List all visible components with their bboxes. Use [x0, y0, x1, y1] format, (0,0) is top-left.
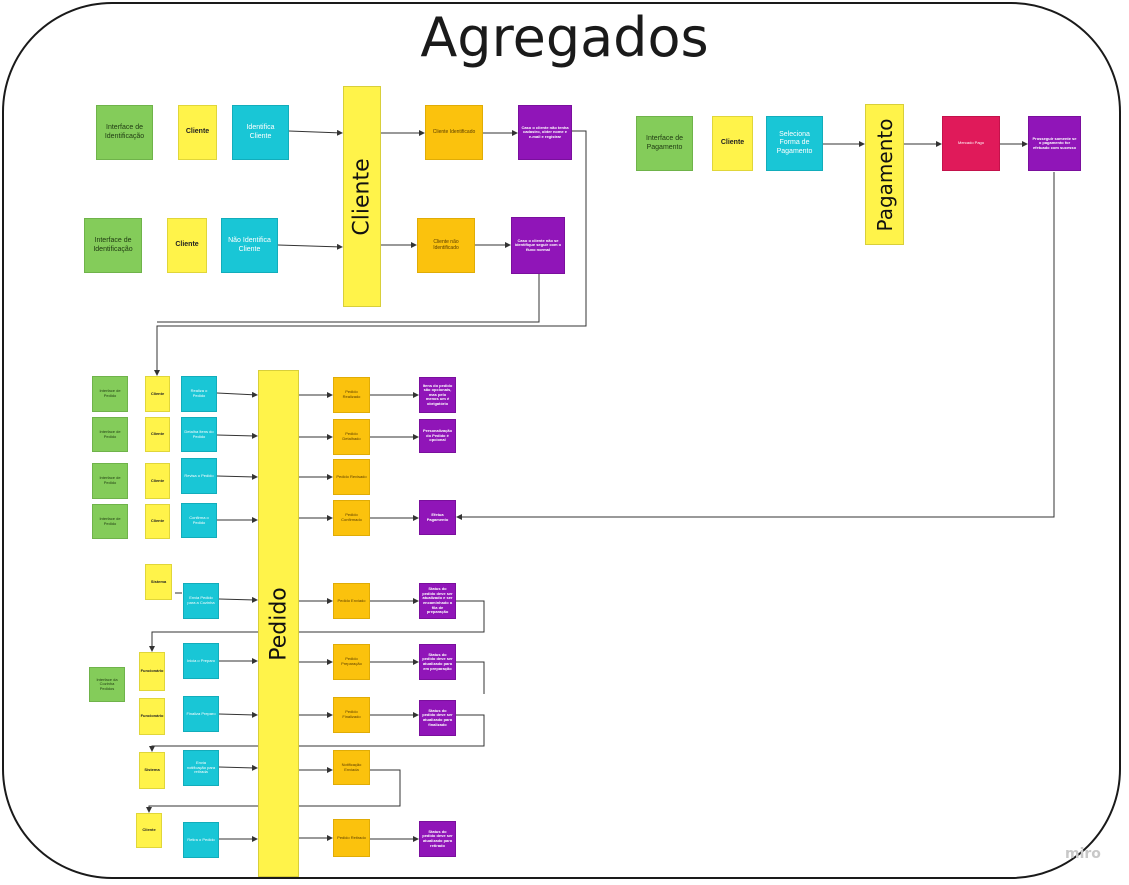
connector — [218, 764, 258, 771]
actor-cliente-1: Cliente — [178, 105, 217, 160]
command-seleciona-pagamento: Seleciona Forma de Pagamento — [766, 116, 823, 171]
command-inicia-preparo: Inicia o Preparo — [183, 643, 219, 679]
policy-em-preparacao: Status do pedido deve ser atualizado par… — [419, 644, 456, 680]
actor-sistema-2: Sistema — [139, 752, 165, 789]
aggregate-cliente: Cliente — [343, 86, 381, 307]
connector — [277, 243, 343, 250]
read-model-cozinha: Interface da Cozinha Pedidos — [89, 667, 125, 702]
connector — [157, 274, 540, 323]
read-model-identificacao-1: Interface de Identificação — [96, 105, 153, 160]
actor-cliente-pedido-3: Cliente — [145, 463, 170, 499]
connector — [154, 130, 587, 376]
policy-pagamento-sucesso: Prosseguir somente se o pagamento for ef… — [1028, 116, 1081, 171]
command-confirma-pedido: Confirma o Pedido — [181, 503, 217, 538]
event-cliente-nao-identificado: Cliente não Identificado — [417, 218, 475, 273]
connector — [216, 432, 258, 439]
aggregate-pedido: Pedido — [258, 370, 299, 877]
policy-fila-preparacao: Status do pedido deve ser atualizado e s… — [419, 583, 456, 619]
aggregate-pedido-label: Pedido — [266, 586, 291, 661]
command-identifica-cliente: Identifica Cliente — [232, 105, 289, 160]
command-finaliza-preparo: Finaliza Preparo — [183, 696, 219, 732]
connector — [149, 714, 485, 752]
command-realiza-pedido: Realiza o Pedido — [181, 376, 217, 412]
connector — [288, 129, 343, 136]
aggregate-cliente-label: Cliente — [349, 157, 375, 236]
aggregate-pagamento: Pagamento — [865, 104, 904, 245]
actor-cliente-pedido-1: Cliente — [145, 376, 170, 412]
event-cliente-identificado: Cliente Identificado — [425, 105, 483, 160]
event-pedido-confirmado: Pedido Confirmado — [333, 500, 370, 536]
read-model-identificacao-2: Interface de Identificação — [84, 218, 142, 273]
actor-cliente-2: Cliente — [167, 218, 207, 273]
read-model-pedido-2: Interface de Pedido — [92, 417, 128, 452]
actor-cliente-pedido-4: Cliente — [145, 504, 170, 539]
connector — [216, 473, 258, 480]
event-notificacao-enviada: Notificação Enviada — [333, 750, 370, 785]
read-model-pedido-3: Interface de Pedido — [92, 463, 128, 499]
event-pedido-enviado: Pedido Enviado — [333, 583, 370, 619]
policy-personalizacao: Personalização do Pedido é opcional — [419, 419, 456, 453]
command-revisa-pedido: Revisa o Pedido — [181, 458, 217, 494]
connector — [216, 391, 258, 398]
event-pedido-retirado: Pedido Retirado — [333, 819, 370, 857]
event-pedido-revisado: Pedido Revisado — [333, 459, 370, 495]
hotspot-mercado-pago: Mercado Pago — [942, 116, 1000, 171]
connector — [456, 661, 485, 694]
connector — [149, 600, 485, 652]
actor-sistema-1: Sistema — [145, 564, 172, 600]
event-pedido-detalhado: Pedido Detalhado — [333, 419, 370, 455]
connector — [456, 172, 1055, 520]
actor-cliente-pagamento: Cliente — [712, 116, 753, 171]
connector — [218, 711, 258, 718]
connector — [146, 769, 401, 813]
command-nao-identifica-cliente: Não Identifica Cliente — [221, 218, 278, 273]
event-pedido-preparacao: Pedido Preparação — [333, 644, 370, 680]
command-retira-pedido: Retira o Pedido — [183, 822, 219, 858]
read-model-pagamento: Interface de Pagamento — [636, 116, 693, 171]
policy-cadastro-cliente: Caso o cliente não tenha cadastro, obter… — [518, 105, 572, 160]
policy-efetua-pagamento: Efetua Pagamento — [419, 500, 456, 535]
policy-retirado: Status do pedido deve ser atualizado par… — [419, 821, 456, 857]
actor-funcionario-2: Funcionário — [139, 698, 165, 735]
command-envia-notificacao: Envia notificação para retirada — [183, 750, 219, 786]
aggregate-pagamento-label: Pagamento — [872, 118, 897, 231]
miro-watermark: miro — [1065, 846, 1101, 862]
diagram-title: Agregados — [420, 6, 709, 69]
read-model-pedido-4: Interface de Pedido — [92, 504, 128, 539]
policy-fluxo-normal: Caso o cliente não se identifique seguir… — [511, 217, 565, 274]
event-pedido-realizado: Pedido Realizado — [333, 377, 370, 413]
read-model-pedido-1: Interface de Pedido — [92, 376, 128, 412]
actor-cliente-retirada: Cliente — [136, 813, 162, 848]
policy-finalizado: Status do pedido deve ser atualizado par… — [419, 700, 456, 736]
policy-itens-pedido: Itens do pedido são opcionais, mas pelo … — [419, 377, 456, 413]
command-envia-cozinha: Envia Pedido para a Cozinha — [183, 583, 219, 619]
command-detalha-itens: Detalha Itens do Pedido — [181, 417, 217, 452]
actor-cliente-pedido-2: Cliente — [145, 417, 170, 452]
actor-funcionario-1: Funcionário — [139, 652, 165, 691]
connector — [218, 596, 258, 603]
event-pedido-finalizado: Pedido Finalizado — [333, 697, 370, 733]
